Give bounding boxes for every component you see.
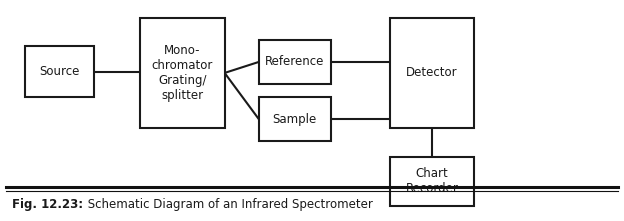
Text: Reference: Reference xyxy=(265,55,324,68)
FancyBboxPatch shape xyxy=(259,40,331,84)
Text: Mono-
chromator
Grating/
splitter: Mono- chromator Grating/ splitter xyxy=(152,44,213,102)
Text: Schematic Diagram of an Infrared Spectrometer: Schematic Diagram of an Infrared Spectro… xyxy=(84,198,373,211)
Text: Detector: Detector xyxy=(406,67,458,79)
FancyBboxPatch shape xyxy=(140,18,225,128)
Text: Chart
Recorder: Chart Recorder xyxy=(406,167,459,195)
FancyBboxPatch shape xyxy=(390,157,474,206)
FancyBboxPatch shape xyxy=(390,18,474,128)
Text: Source: Source xyxy=(39,65,79,78)
FancyBboxPatch shape xyxy=(25,46,94,97)
Text: Fig. 12.23:: Fig. 12.23: xyxy=(12,198,84,211)
FancyBboxPatch shape xyxy=(259,97,331,141)
Text: Sample: Sample xyxy=(273,113,317,126)
